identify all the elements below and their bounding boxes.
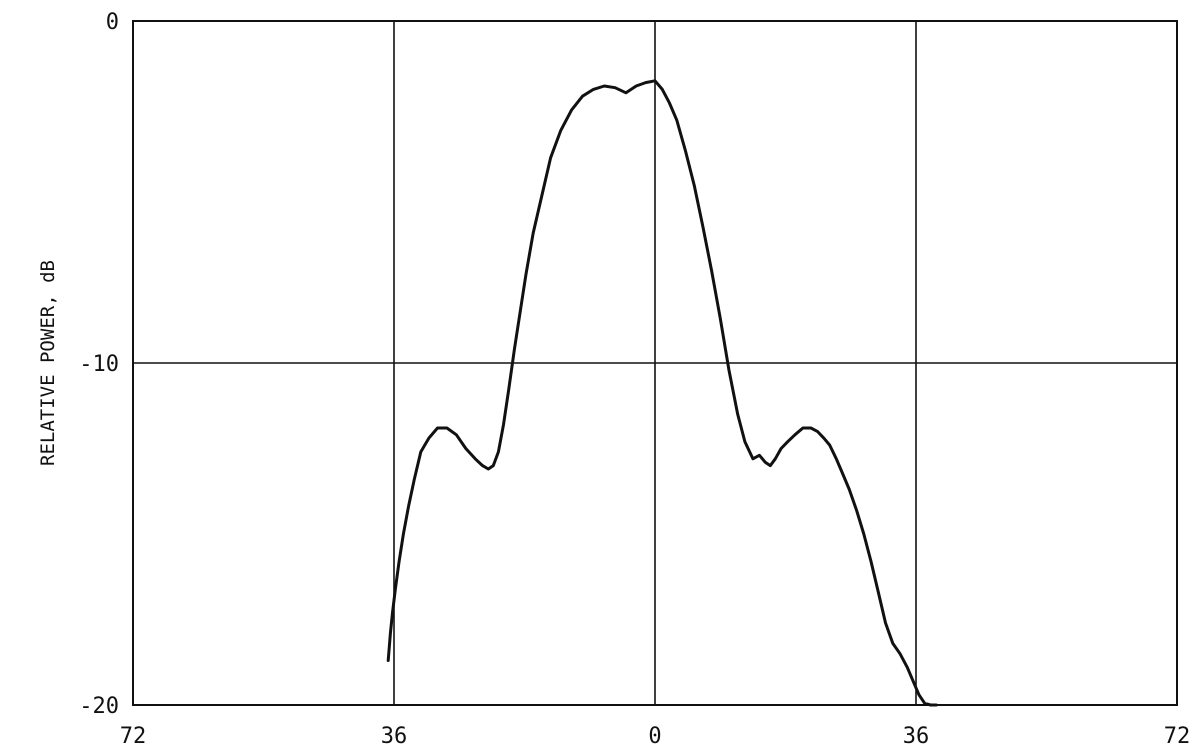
series-line [386,79,938,707]
grid [133,21,1177,705]
plot-frame [132,20,1178,706]
x-tick-label: 72 [1164,724,1190,749]
y-axis-ticks: 0 -10 -20 [79,10,119,719]
y-axis-label: RELATIVE POWER, dB [37,260,59,466]
y-tick-label: -10 [79,352,119,377]
x-tick-label: 36 [381,724,408,749]
x-tick-label: 36 [903,724,930,749]
x-tick-label: 72 [120,724,147,749]
x-axis-ticks: 72 36 0 36 72 [120,724,1190,749]
y-tick-label: -20 [79,694,119,719]
y-tick-label: 0 [106,10,119,35]
x-tick-label: 0 [648,724,661,749]
